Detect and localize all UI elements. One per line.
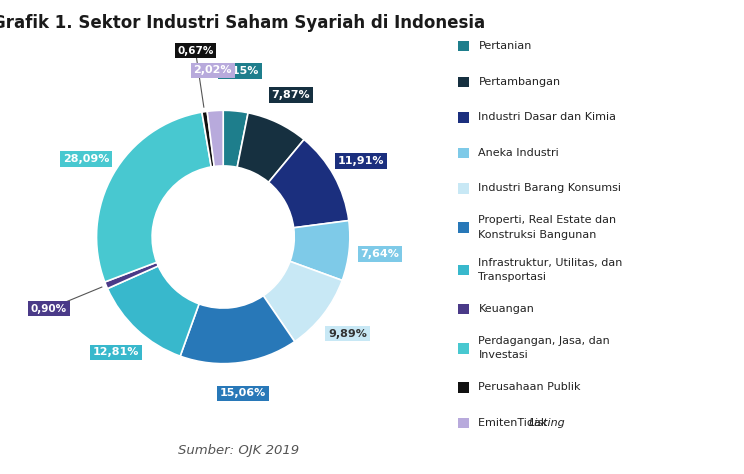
Text: 15,06%: 15,06% xyxy=(220,388,266,398)
Wedge shape xyxy=(207,110,223,166)
Text: Aneka Industri: Aneka Industri xyxy=(478,148,559,158)
Text: 2,02%: 2,02% xyxy=(193,65,232,75)
Text: 7,87%: 7,87% xyxy=(272,90,310,100)
Text: Perdagangan, Jasa, dan: Perdagangan, Jasa, dan xyxy=(478,336,610,346)
Wedge shape xyxy=(290,220,350,281)
Wedge shape xyxy=(269,139,349,228)
Text: Konstruksi Bangunan: Konstruksi Bangunan xyxy=(478,229,597,240)
Text: 9,89%: 9,89% xyxy=(328,328,367,338)
Wedge shape xyxy=(97,112,211,282)
Text: Pertanian: Pertanian xyxy=(478,41,532,51)
Wedge shape xyxy=(107,266,199,356)
Text: 3,15%: 3,15% xyxy=(220,66,259,76)
Text: 11,91%: 11,91% xyxy=(338,156,385,166)
Text: Industri Dasar dan Kimia: Industri Dasar dan Kimia xyxy=(478,112,616,122)
Text: 12,81%: 12,81% xyxy=(93,347,139,357)
Text: Keuangan: Keuangan xyxy=(478,304,534,314)
Text: Perusahaan Publik: Perusahaan Publik xyxy=(478,383,581,392)
Wedge shape xyxy=(180,296,295,364)
Text: 0,67%: 0,67% xyxy=(177,46,214,55)
Text: 0,90%: 0,90% xyxy=(31,304,67,314)
Text: Properti, Real Estate dan: Properti, Real Estate dan xyxy=(478,215,617,226)
Text: Investasi: Investasi xyxy=(478,350,528,361)
Text: Grafik 1. Sektor Industri Saham Syariah di Indonesia: Grafik 1. Sektor Industri Saham Syariah … xyxy=(0,14,484,32)
Wedge shape xyxy=(223,110,248,167)
Text: Transportasi: Transportasi xyxy=(478,272,546,283)
Text: 28,09%: 28,09% xyxy=(63,154,109,164)
Text: Industri Barang Konsumsi: Industri Barang Konsumsi xyxy=(478,183,621,193)
Text: Pertambangan: Pertambangan xyxy=(478,77,560,87)
Text: Listing: Listing xyxy=(529,418,565,428)
Wedge shape xyxy=(202,111,214,167)
Wedge shape xyxy=(263,261,342,342)
Text: EmitenTidak: EmitenTidak xyxy=(478,418,551,428)
Wedge shape xyxy=(237,113,304,182)
Text: Infrastruktur, Utilitas, dan: Infrastruktur, Utilitas, dan xyxy=(478,258,623,268)
Text: 7,64%: 7,64% xyxy=(360,249,400,259)
Text: Sumber: OJK 2019: Sumber: OJK 2019 xyxy=(178,445,298,457)
Wedge shape xyxy=(105,262,158,289)
